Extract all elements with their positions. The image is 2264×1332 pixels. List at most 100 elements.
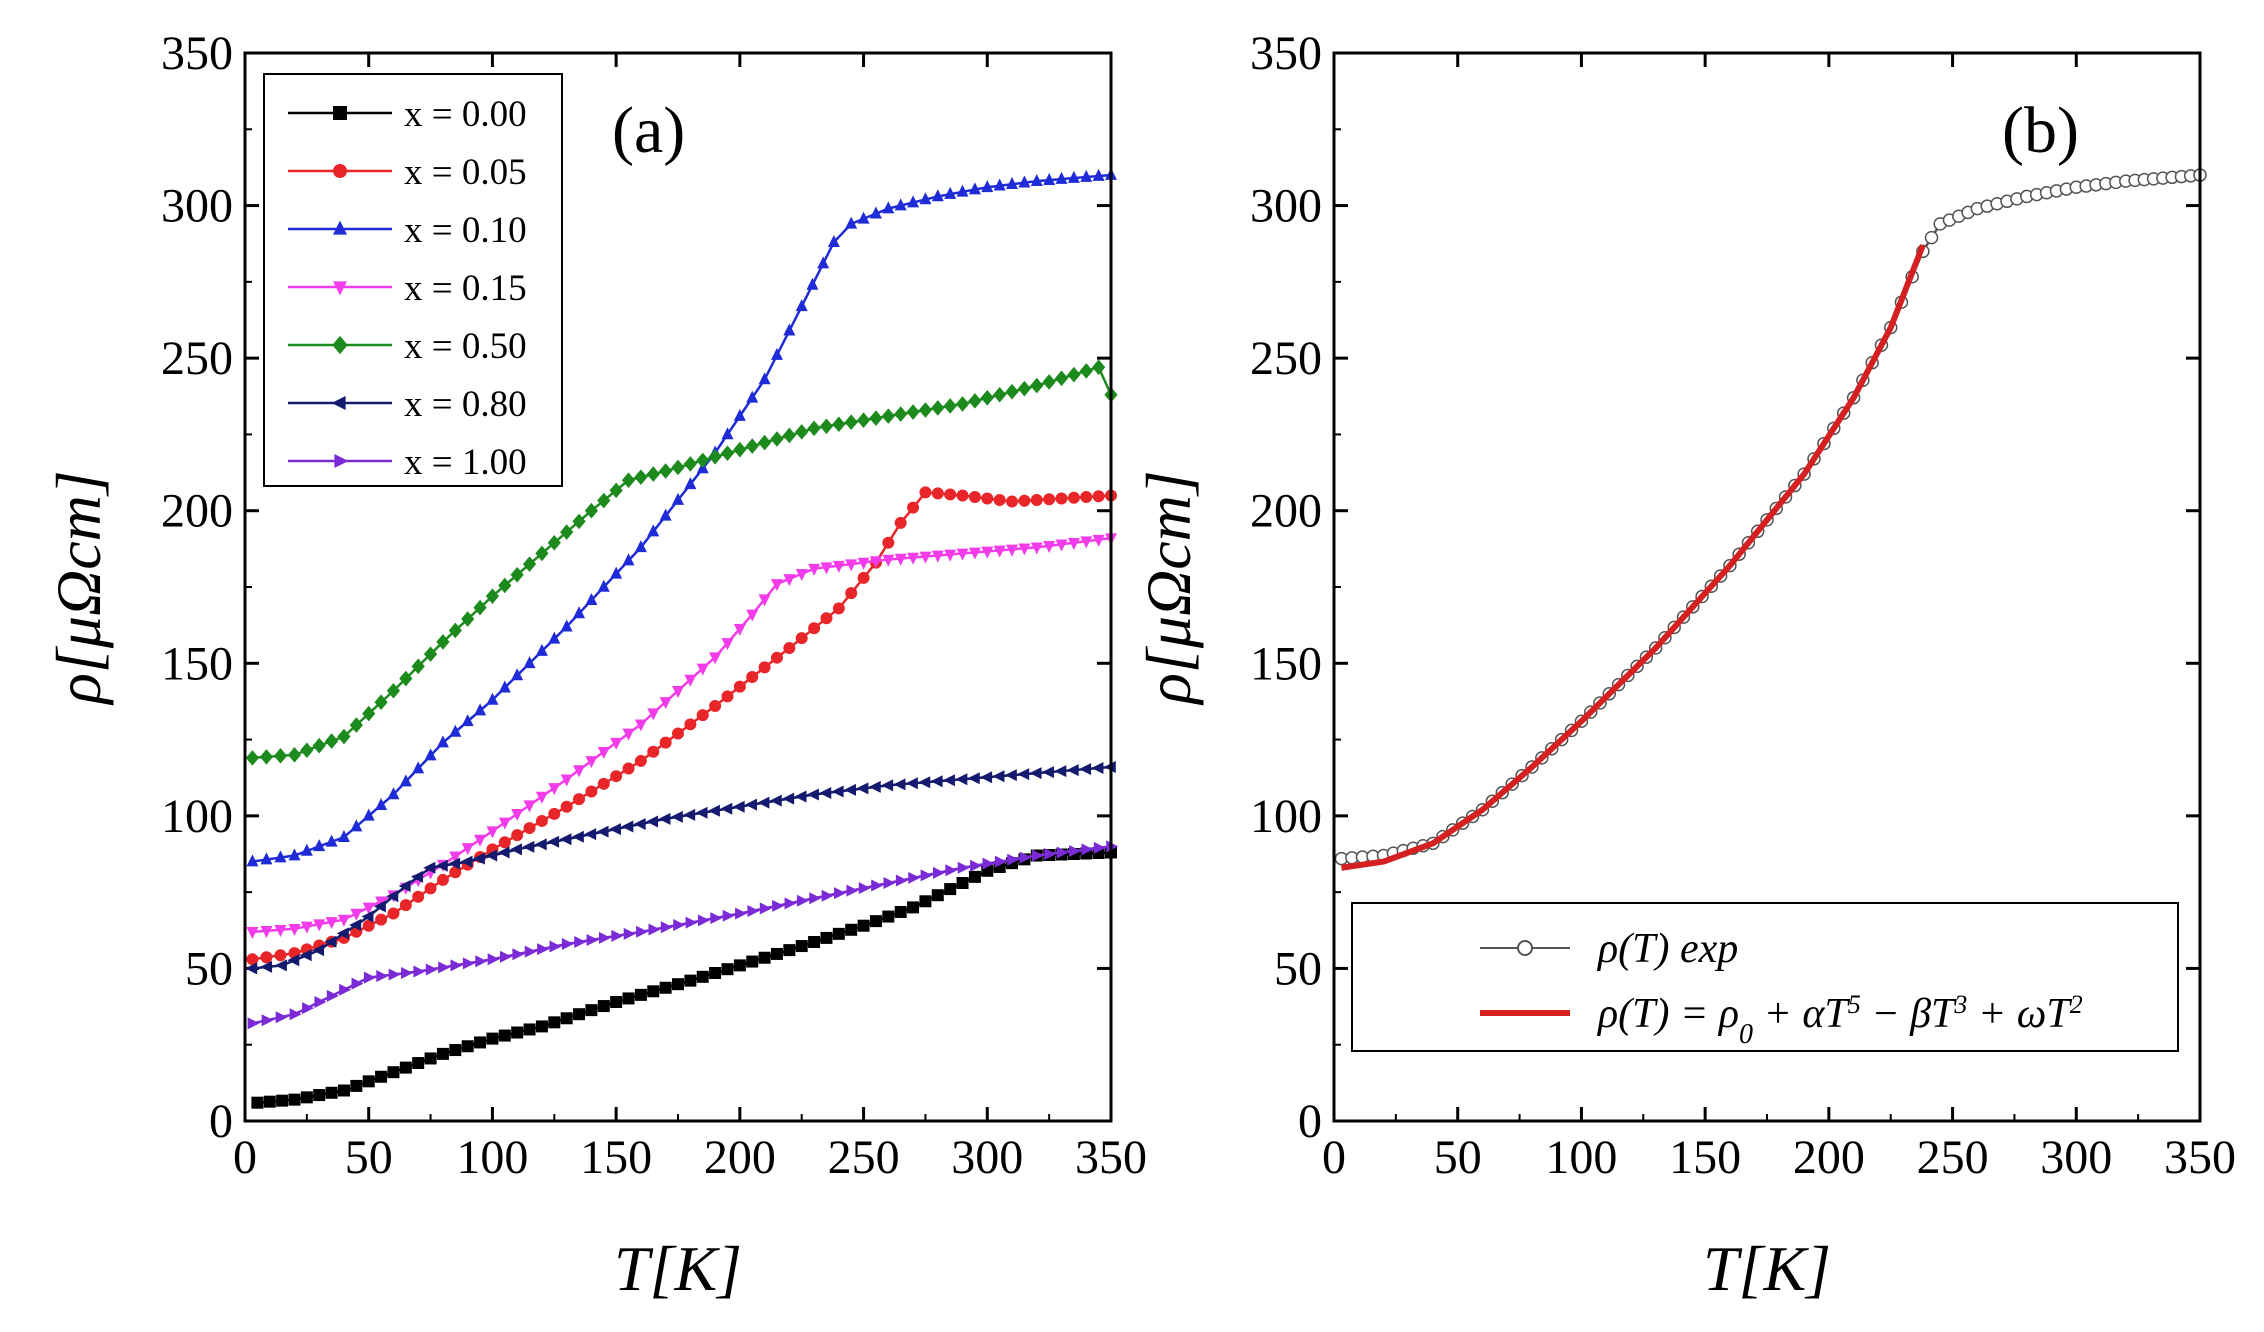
data-point <box>819 786 832 799</box>
data-point <box>260 951 273 964</box>
data-point <box>882 201 895 214</box>
data-point <box>337 728 351 745</box>
data-point <box>597 579 610 592</box>
data-point <box>696 452 710 469</box>
panel-b-chart: 0 50 100 150 200 250 300 3500501001502002503003… <box>1133 27 2236 1304</box>
data-point <box>245 750 260 766</box>
legend-label: x = 0.00 <box>404 94 527 135</box>
data-point <box>534 838 547 851</box>
data-point <box>349 717 363 733</box>
y-tick-label: 0 <box>1298 1095 1322 1148</box>
data-point <box>819 418 834 435</box>
data-point <box>388 968 401 981</box>
series-x-0-80 <box>245 761 1116 975</box>
data-point <box>695 806 708 819</box>
data-point <box>919 192 932 205</box>
data-point <box>325 733 339 749</box>
y-tick-label: 0 <box>209 1095 233 1148</box>
x-tick-label: 100 <box>1545 1131 1617 1184</box>
panel-b-xlabel: T[K] <box>1703 1233 1831 1304</box>
data-point <box>548 807 561 820</box>
data-point <box>659 981 672 994</box>
data-point <box>907 901 920 914</box>
panel-b-frame <box>1332 51 2202 1123</box>
data-point <box>1079 763 1092 776</box>
data-point <box>436 1047 449 1060</box>
data-point <box>807 420 821 437</box>
data-point <box>757 796 770 809</box>
fit-omega-exp: 2 <box>2070 990 2083 1019</box>
data-point <box>1092 359 1106 376</box>
data-point <box>509 843 522 856</box>
data-point <box>857 919 870 932</box>
data-point <box>660 921 673 934</box>
data-point <box>907 501 920 514</box>
data-point <box>523 822 536 835</box>
series-x-0-05 <box>246 486 1117 966</box>
data-point <box>246 953 259 966</box>
data-point <box>882 554 895 567</box>
data-point <box>967 772 980 785</box>
data-point <box>944 186 957 199</box>
data-point <box>670 810 683 823</box>
data-point <box>474 1036 487 1049</box>
data-point <box>920 869 933 882</box>
x-tick-label: 250 <box>828 1131 900 1184</box>
fit-alpha-term: + αT <box>1753 991 1850 1037</box>
panel-a-xlabel: T[K] <box>614 1233 742 1304</box>
data-point <box>512 948 525 961</box>
fit-beta-term: − βT <box>1861 991 1957 1037</box>
y-tick-label: 100 <box>161 790 233 843</box>
data-point <box>560 619 573 632</box>
series-line <box>1340 244 1926 871</box>
data-point <box>1018 494 1031 507</box>
data-point <box>399 774 412 787</box>
y-tick-label: 100 <box>1250 790 1322 843</box>
data-point <box>362 808 375 821</box>
data-point <box>1007 853 1020 866</box>
data-point <box>337 1084 350 1097</box>
data-point <box>894 553 907 566</box>
data-point <box>905 777 918 790</box>
data-point <box>621 820 634 833</box>
data-point <box>908 871 921 884</box>
data-point <box>511 668 524 681</box>
legend-entry: x = 0.80 <box>288 384 527 425</box>
data-point <box>806 277 819 290</box>
data-point <box>436 634 450 650</box>
data-point <box>820 612 833 625</box>
data-point <box>362 902 375 915</box>
data-point <box>460 855 473 868</box>
data-point <box>260 852 273 865</box>
data-point <box>955 773 968 786</box>
data-point <box>933 866 945 879</box>
data-point <box>362 705 376 722</box>
data-point <box>683 456 697 472</box>
data-point <box>288 923 301 936</box>
data-point <box>289 1008 302 1021</box>
data-point <box>845 216 858 229</box>
x-tick-label: 50 <box>345 1131 393 1184</box>
data-point <box>449 724 462 737</box>
data-point <box>827 234 840 247</box>
data-point <box>710 912 723 925</box>
data-point <box>846 884 859 897</box>
data-point <box>326 989 339 1002</box>
data-point <box>401 967 414 980</box>
data-point <box>560 1012 573 1025</box>
data-point <box>1004 769 1017 782</box>
panel-a-legend-box <box>263 73 563 487</box>
legend-marker <box>333 220 347 235</box>
y-tick-label: 350 <box>161 27 233 80</box>
data-point <box>931 487 944 500</box>
data-point <box>1924 230 1939 245</box>
data-point <box>387 907 400 920</box>
data-point <box>634 719 647 732</box>
data-point <box>943 398 957 414</box>
data-point <box>895 874 908 887</box>
panel-a-label: (a) <box>612 94 685 167</box>
data-point <box>930 775 943 788</box>
data-point <box>758 434 772 451</box>
data-point <box>894 198 907 211</box>
data-point <box>411 870 423 883</box>
